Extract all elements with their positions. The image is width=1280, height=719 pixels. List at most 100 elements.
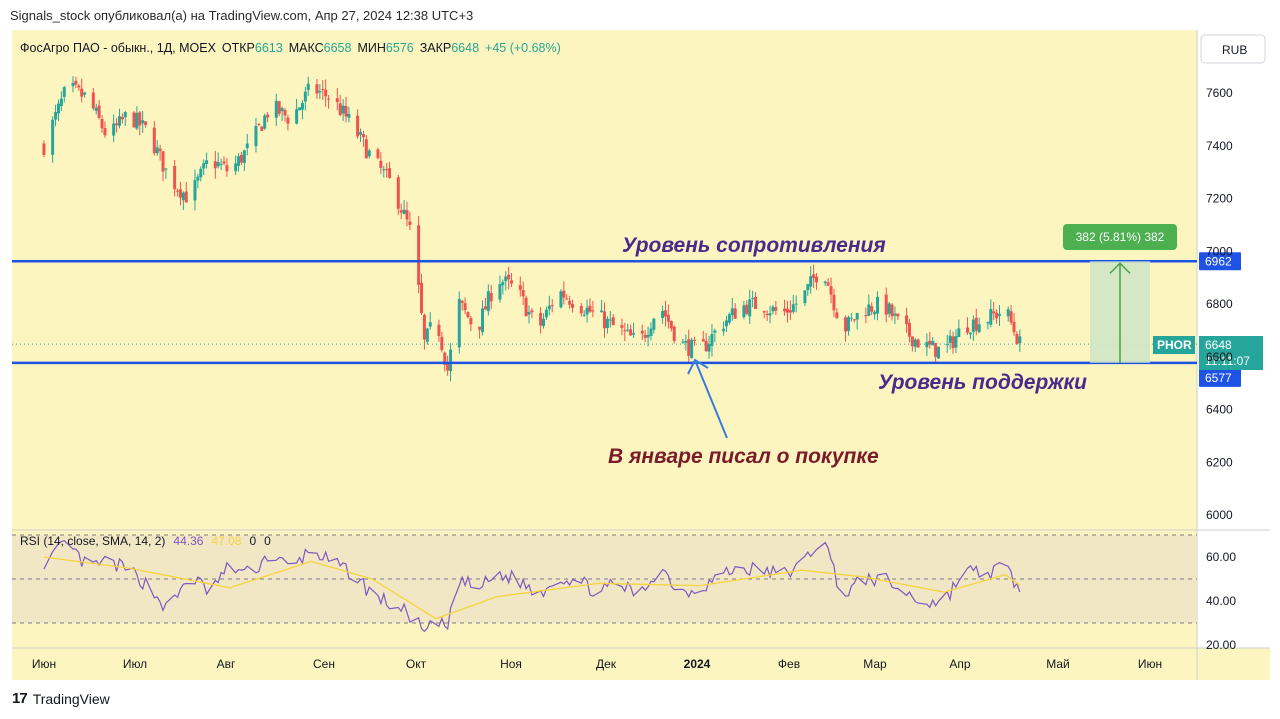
candle-down bbox=[591, 310, 595, 312]
resistance-price-tag: 6962 bbox=[1205, 254, 1232, 268]
candle-up bbox=[968, 332, 972, 335]
rsi-zero-1: 0 bbox=[249, 534, 256, 548]
candle-up bbox=[181, 192, 185, 201]
candle-up bbox=[306, 83, 310, 91]
candle-up bbox=[977, 324, 981, 333]
support-price-tag-bg bbox=[1199, 368, 1241, 387]
candle-up bbox=[234, 163, 238, 172]
candle-down bbox=[408, 221, 412, 225]
candle-down bbox=[1012, 321, 1016, 333]
candle-down bbox=[896, 313, 900, 317]
publish-caption: Signals_stock опубликовал(а) на TradingV… bbox=[10, 8, 474, 23]
candle-down bbox=[521, 289, 525, 297]
rsi-tick-label: 60.00 bbox=[1206, 550, 1236, 564]
axes: 7600 7400 7200 7000 6800 6600 6400 6200 6000 60.0… bbox=[32, 86, 1236, 671]
candle-down bbox=[623, 330, 627, 332]
price-tick-label: 6800 bbox=[1206, 297, 1233, 311]
time-tick-label: Июн bbox=[32, 657, 56, 671]
candle-down bbox=[910, 336, 914, 347]
candle-up bbox=[582, 314, 586, 316]
candle-down bbox=[518, 285, 522, 290]
candle-down bbox=[399, 210, 403, 213]
candle-up bbox=[199, 168, 203, 178]
candle-up bbox=[707, 344, 711, 352]
candle-down bbox=[97, 105, 101, 118]
candle-down bbox=[100, 118, 104, 129]
candle-down bbox=[405, 210, 409, 220]
time-tick-label: Июл bbox=[123, 657, 147, 671]
last-price-tag-bg bbox=[1199, 336, 1263, 370]
candle-up bbox=[196, 176, 200, 181]
candle-down bbox=[91, 92, 95, 109]
open-value: 6613 bbox=[255, 41, 283, 55]
candle-up bbox=[83, 92, 87, 95]
rsi-zero-2: 0 bbox=[264, 534, 271, 548]
candle-up bbox=[428, 322, 432, 327]
candle-up bbox=[298, 107, 302, 111]
candle-down bbox=[489, 292, 493, 302]
candle-up bbox=[457, 299, 461, 348]
candle-up bbox=[652, 318, 656, 330]
candle-down bbox=[283, 110, 287, 116]
candle-up bbox=[359, 131, 363, 135]
currency-button[interactable]: RUB bbox=[1200, 34, 1266, 64]
measure-label: 382 (5.81%) 382 bbox=[1076, 230, 1165, 244]
candle-down bbox=[524, 297, 528, 317]
candle-down bbox=[257, 123, 261, 125]
candle-up bbox=[501, 282, 505, 286]
candle-down bbox=[132, 112, 136, 128]
candle-down bbox=[907, 322, 911, 337]
candle-up bbox=[242, 150, 246, 163]
candle-down bbox=[324, 89, 328, 97]
candle-up bbox=[957, 328, 961, 337]
candle-up bbox=[504, 276, 508, 282]
candle-up bbox=[730, 308, 734, 316]
candle-up bbox=[498, 284, 502, 300]
candle-up bbox=[876, 296, 880, 314]
last-price-tag: 6648 bbox=[1205, 338, 1232, 352]
candle-up bbox=[945, 344, 949, 346]
candle-down bbox=[530, 310, 534, 313]
candle-up bbox=[51, 119, 55, 155]
ticker-tag: PHOR bbox=[1157, 338, 1192, 352]
candle-up bbox=[948, 335, 952, 343]
footer-brand: TradingView bbox=[32, 690, 110, 707]
price-tick-label: 7600 bbox=[1206, 86, 1233, 100]
candle-up bbox=[986, 322, 990, 324]
open-label: ОТКР bbox=[222, 41, 255, 55]
candle-down bbox=[666, 314, 670, 322]
candle-down bbox=[539, 312, 543, 326]
candle-down bbox=[934, 343, 938, 357]
candle-down bbox=[611, 317, 615, 326]
time-tick-label: Сен bbox=[313, 657, 335, 671]
candle-down bbox=[277, 101, 281, 114]
candle-down bbox=[579, 305, 583, 314]
tradingview-logo[interactable]: 17 TradingView bbox=[12, 690, 110, 707]
candle-up bbox=[649, 328, 653, 336]
candle-down bbox=[443, 352, 447, 365]
candle-down bbox=[364, 139, 368, 159]
candle-down bbox=[571, 304, 575, 308]
candle-down bbox=[422, 314, 426, 340]
candle-up bbox=[62, 87, 66, 97]
rsi-ma-line bbox=[43, 556, 1021, 620]
candle-down bbox=[765, 313, 769, 315]
candle-up bbox=[713, 330, 717, 333]
rsi-pane bbox=[12, 534, 1197, 633]
candles bbox=[42, 76, 1022, 382]
price-tick-label: 6000 bbox=[1206, 508, 1233, 522]
candle-up bbox=[559, 291, 563, 308]
symbol-title: ФосАгро ПАО - обыкн., 1Д, MOEX ОТКР6613 МА… bbox=[20, 41, 561, 55]
candle-up bbox=[684, 341, 688, 343]
candle-down bbox=[466, 312, 470, 318]
candle-down bbox=[80, 88, 84, 97]
support-price-tag: 6577 bbox=[1205, 371, 1232, 385]
candle-down bbox=[620, 325, 624, 328]
rsi-legend: RSI (14, close, SMA, 14, 2) 44.36 47.08 0 0 bbox=[20, 534, 271, 548]
candle-up bbox=[193, 180, 197, 201]
resistance-annotation: Уровень сопротивления bbox=[622, 234, 886, 257]
support-annotation: Уровень поддержки bbox=[878, 371, 1087, 394]
candle-down bbox=[733, 308, 737, 319]
candle-down bbox=[463, 303, 467, 311]
